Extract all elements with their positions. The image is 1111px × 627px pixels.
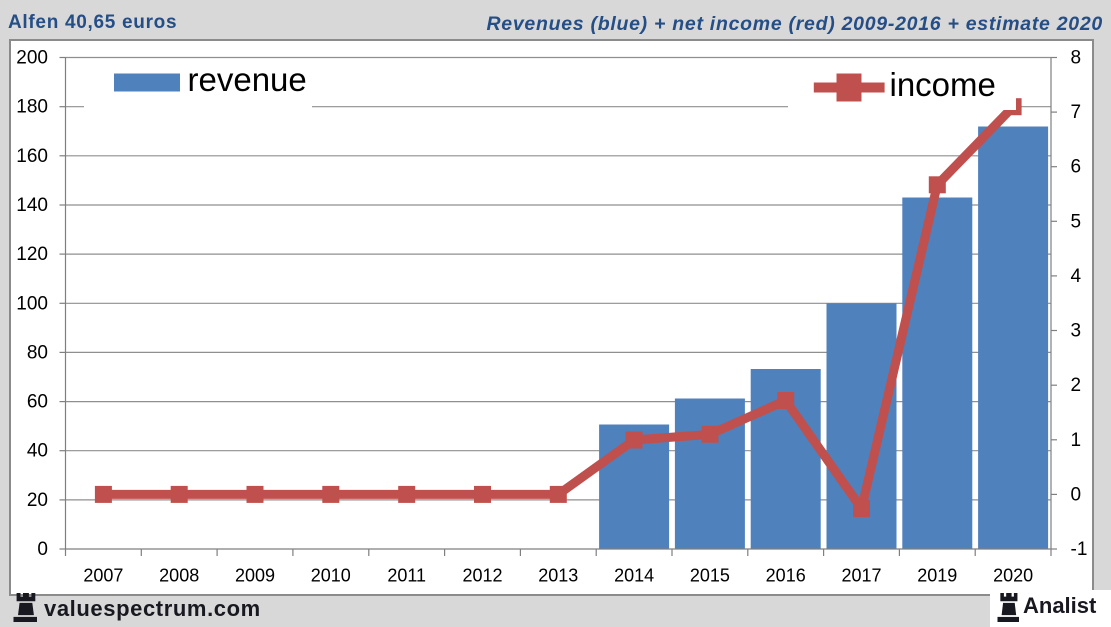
svg-text:2012: 2012 (462, 566, 502, 586)
svg-text:2019: 2019 (917, 566, 957, 586)
svg-text:20: 20 (27, 490, 48, 511)
svg-text:2020: 2020 (993, 566, 1033, 586)
svg-text:2011: 2011 (387, 566, 426, 586)
svg-text:5: 5 (1071, 211, 1082, 232)
svg-text:160: 160 (16, 146, 48, 167)
svg-text:100: 100 (16, 293, 48, 314)
svg-text:2009: 2009 (235, 566, 275, 586)
svg-text:2017: 2017 (841, 566, 881, 586)
svg-text:200: 200 (16, 48, 48, 69)
svg-text:120: 120 (16, 244, 48, 265)
svg-text:1: 1 (1071, 430, 1082, 451)
svg-text:40: 40 (27, 441, 48, 462)
svg-text:2014: 2014 (614, 566, 654, 586)
svg-text:2007: 2007 (83, 566, 123, 586)
svg-text:2015: 2015 (690, 566, 730, 586)
svg-text:6: 6 (1071, 157, 1082, 178)
svg-text:3: 3 (1071, 321, 1082, 342)
svg-text:0: 0 (1071, 484, 1082, 505)
svg-text:7: 7 (1071, 102, 1082, 123)
svg-text:8: 8 (1071, 48, 1082, 69)
svg-text:-1: -1 (1071, 539, 1088, 560)
svg-text:income: income (890, 66, 996, 103)
svg-text:4: 4 (1071, 266, 1082, 287)
svg-text:60: 60 (27, 392, 48, 413)
svg-text:180: 180 (16, 97, 48, 118)
svg-text:140: 140 (16, 195, 48, 216)
svg-text:2010: 2010 (311, 566, 351, 586)
svg-text:80: 80 (27, 342, 48, 363)
svg-text:2016: 2016 (766, 566, 806, 586)
svg-text:0: 0 (37, 539, 48, 560)
svg-text:2: 2 (1071, 375, 1082, 396)
svg-text:revenue: revenue (188, 61, 307, 98)
svg-text:2013: 2013 (538, 566, 578, 586)
svg-text:2008: 2008 (159, 566, 199, 586)
